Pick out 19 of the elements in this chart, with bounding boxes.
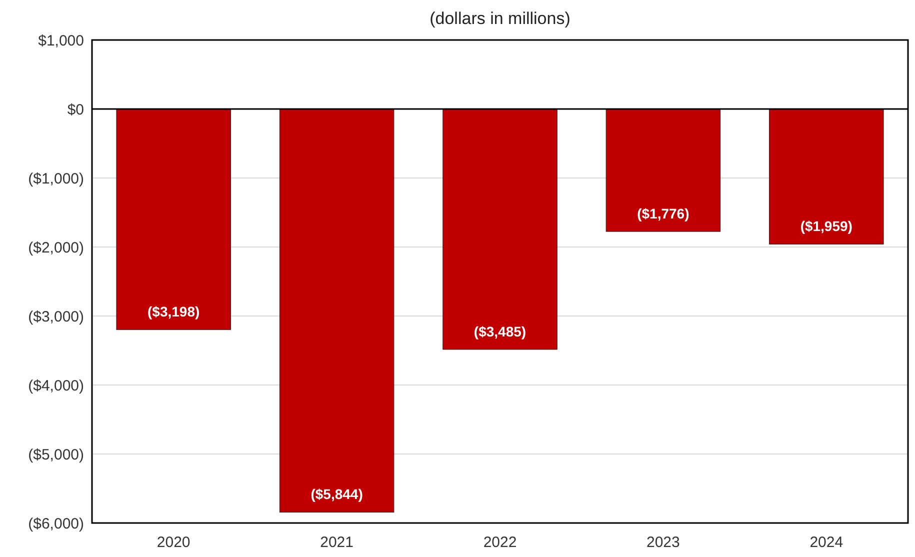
- y-tick-label: ($1,000): [28, 170, 84, 188]
- data-label: ($3,485): [474, 323, 526, 340]
- y-tick-label: ($3,000): [28, 308, 84, 326]
- data-label: ($1,959): [800, 218, 852, 234]
- x-tick-label: 2020: [156, 534, 190, 551]
- y-tick-label: $1,000: [38, 32, 84, 50]
- data-label: ($1,776): [637, 205, 690, 222]
- y-tick-label: ($6,000): [28, 515, 84, 532]
- data-label: ($3,198): [148, 304, 200, 320]
- x-tick-label: 2024: [810, 534, 844, 551]
- chart-title: (dollars in millions): [430, 9, 570, 28]
- x-tick-label: 2021: [320, 534, 354, 551]
- y-tick-label: ($2,000): [28, 239, 84, 256]
- y-tick-label: $0: [67, 101, 84, 118]
- y-tick-label: ($4,000): [28, 377, 84, 394]
- data-label: ($5,844): [310, 486, 363, 502]
- x-tick-label: 2022: [483, 534, 517, 551]
- x-tick-label: 2023: [646, 534, 680, 551]
- y-tick-label: ($5,000): [28, 446, 84, 464]
